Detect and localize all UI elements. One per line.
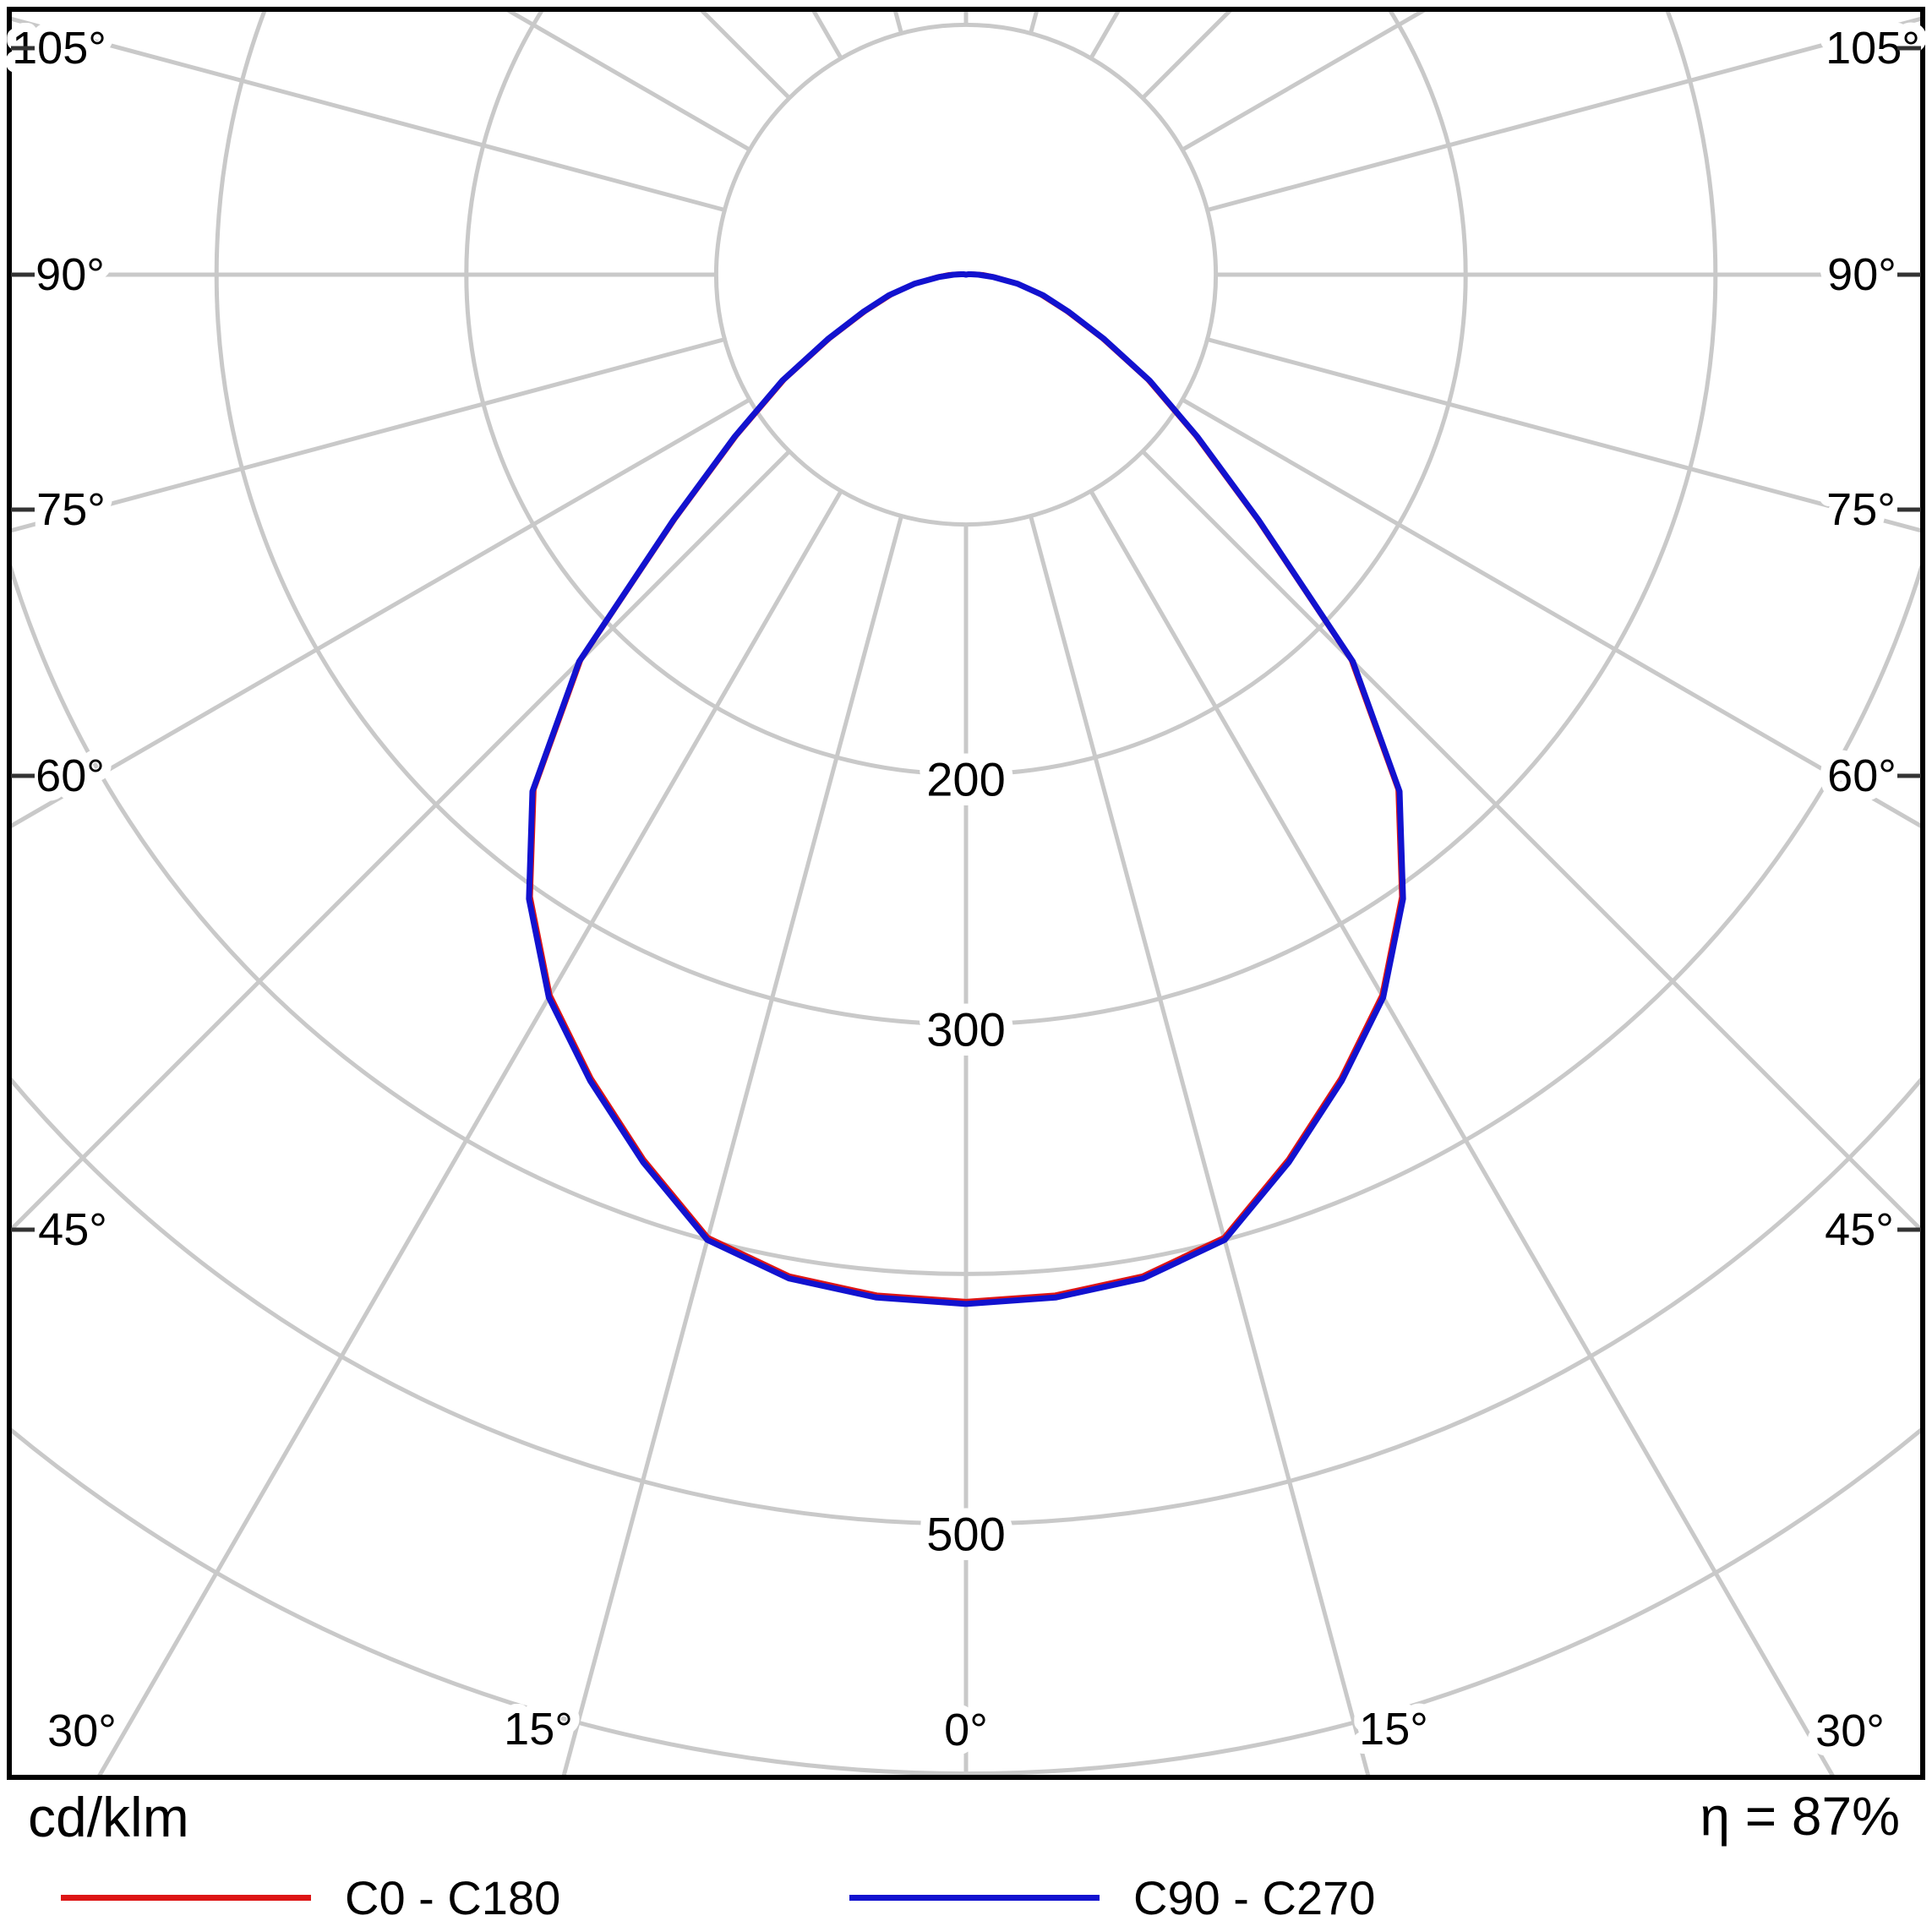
angle-label-right-45: 45° bbox=[1825, 1204, 1894, 1255]
angle-label-left-60: 60° bbox=[35, 750, 105, 801]
angle-label-right-90: 90° bbox=[1827, 249, 1897, 300]
angle-label-right-75: 75° bbox=[1826, 484, 1896, 535]
legend-item-c0-c180: C0 - C180 bbox=[61, 1870, 561, 1924]
legend: C0 - C180 C90 - C270 bbox=[0, 1870, 1932, 1924]
grid-ray-300 bbox=[9, 397, 751, 830]
angle-label-right-60: 60° bbox=[1827, 750, 1897, 801]
ring-label-500: 500 bbox=[926, 1508, 1005, 1561]
plot-border bbox=[7, 7, 1925, 1780]
angle-label-left-15: 15° bbox=[504, 1704, 573, 1755]
angle-label-right-15: 15° bbox=[1359, 1704, 1428, 1755]
ring-label-200: 200 bbox=[926, 753, 1005, 806]
angle-label-left-30: 30° bbox=[47, 1706, 117, 1756]
grid-ray-345 bbox=[560, 515, 903, 1777]
efficiency-label: η = 87% bbox=[1700, 1786, 1900, 1847]
legend-line-blue bbox=[849, 1894, 1100, 1901]
angle-label-left-0: 0° bbox=[944, 1705, 988, 1755]
legend-item-c90-c270: C90 - C270 bbox=[849, 1870, 1376, 1924]
curve-c90-c270 bbox=[526, 270, 1406, 1307]
grid-ray-255 bbox=[9, 16, 726, 212]
legend-label-c0-c180: C0 - C180 bbox=[345, 1870, 561, 1924]
grid-ray-330 bbox=[96, 489, 843, 1777]
grid-ray-30 bbox=[1089, 489, 1836, 1777]
grid-ray-285 bbox=[9, 337, 726, 533]
grid-ray-75 bbox=[1206, 337, 1923, 533]
grid-ray-120 bbox=[1181, 9, 1430, 152]
legend-line-red bbox=[61, 1894, 311, 1901]
angle-label-left-75: 75° bbox=[36, 484, 106, 535]
ring-label-300: 300 bbox=[926, 1003, 1005, 1056]
grid-ray-105 bbox=[1206, 16, 1923, 212]
angle-label-left-45: 45° bbox=[38, 1204, 107, 1255]
grid-ray-60 bbox=[1181, 397, 1923, 830]
legend-label-c90-c270: C90 - C270 bbox=[1133, 1870, 1376, 1924]
unit-label: cd/klm bbox=[28, 1786, 189, 1848]
angle-label-left-90: 90° bbox=[35, 249, 105, 300]
angle-label-right-30: 30° bbox=[1815, 1706, 1885, 1756]
grid-ray-15 bbox=[1029, 515, 1372, 1777]
grid-ray-240 bbox=[502, 9, 751, 152]
